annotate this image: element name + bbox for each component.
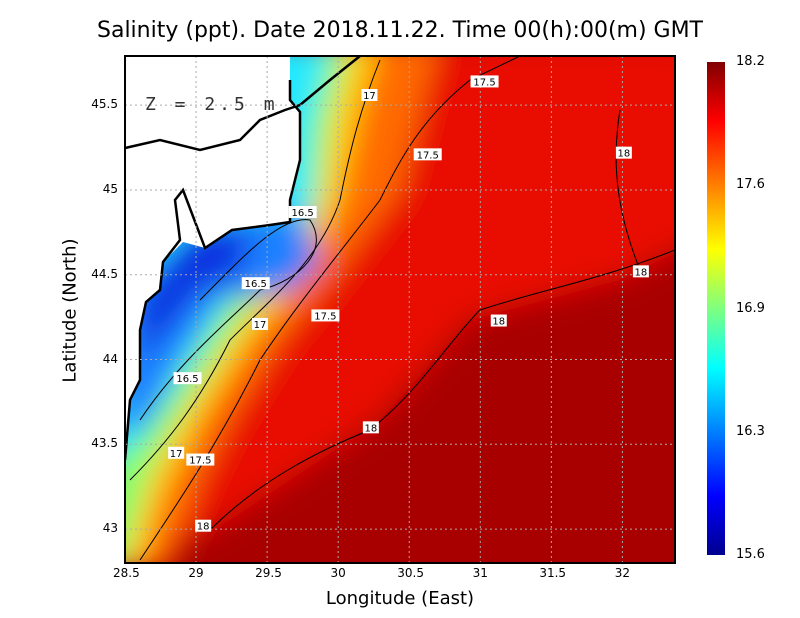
contour-label-box: [490, 314, 507, 327]
contour-label-box: [186, 453, 215, 466]
x-axis-label: Longitude (East): [325, 588, 475, 609]
x-tick-label: 29: [188, 566, 204, 580]
contour-label: 18: [617, 149, 630, 160]
contour-label-box: [241, 277, 270, 290]
contour-label: 17.5: [189, 456, 211, 467]
contour-label: 18: [364, 423, 377, 434]
y-tick-label: 43: [102, 521, 118, 536]
grid-lines: [124, 56, 675, 563]
contour-label-box: [173, 372, 202, 385]
contour-label: 16.5: [292, 208, 314, 219]
contour-label-box: [168, 446, 185, 459]
contour-labels: 17.5 17 17.5 18 16.5 18 16.5 17.5 18 17 16.5 18 17 17…: [168, 75, 649, 533]
contour-label-box: [632, 265, 649, 278]
colorbar: [707, 62, 725, 555]
contour-label-box: [311, 309, 340, 322]
y-tick-label: 44.5: [91, 266, 118, 281]
chart-title: Salinity (ppt). Date 2018.11.22. Time 00…: [97, 18, 703, 43]
contour-label: 17.5: [417, 150, 439, 161]
contour-label-box: [288, 206, 317, 218]
x-tick-label: 32: [614, 566, 631, 580]
x-tick-label: 28.5: [113, 566, 140, 580]
contour-label: 18: [492, 317, 505, 328]
contour-label-box: [252, 317, 269, 330]
contour-label-box: [362, 421, 379, 434]
colorbar-label: 16.3: [736, 423, 765, 439]
depth-annotation: Z = 2.5 m: [145, 94, 279, 115]
contour-label-box: [413, 148, 442, 161]
contour-label: 17: [170, 449, 183, 460]
y-tick-label: 43.5: [91, 436, 118, 451]
x-tick-label: 30: [330, 566, 346, 580]
x-tick-label: 31.5: [539, 566, 567, 580]
contour-label-box: [615, 146, 632, 159]
colorbar-label: 16.9: [736, 300, 765, 316]
x-tick-label: 31: [472, 566, 488, 580]
contour-label: 17: [254, 320, 267, 331]
y-tick-label: 45: [102, 181, 118, 196]
colorbar-label: 15.6: [736, 547, 765, 562]
colorbar-label: 17.6: [736, 177, 765, 193]
contour-label: 18: [635, 267, 648, 278]
plot-frame: [124, 55, 676, 564]
contour-label: 17: [363, 91, 376, 102]
contour-label-box: [470, 75, 499, 88]
x-tick-label: 29.5: [255, 566, 282, 580]
colorbar-label: 18.2: [736, 54, 765, 69]
salinity-field: [125, 56, 675, 563]
contour-label-box: [361, 89, 378, 101]
y-tick-label: 44: [102, 351, 118, 366]
contour-label: 16.5: [176, 374, 198, 385]
y-tick-label: 45.5: [91, 97, 118, 112]
contour-label: 18: [197, 522, 210, 533]
contour-label: 17.5: [314, 311, 336, 322]
contour-label: 16.5: [245, 279, 267, 290]
contour-label-box: [195, 519, 212, 532]
contour-label: 17.5: [473, 77, 495, 88]
x-tick-label: 30.5: [397, 566, 424, 580]
